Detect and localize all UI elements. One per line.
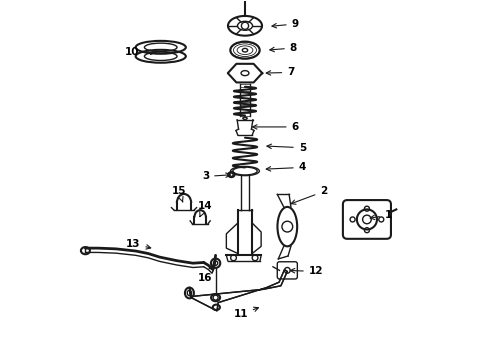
Text: 10: 10 <box>125 46 155 57</box>
Text: 12: 12 <box>290 266 323 276</box>
Text: 4: 4 <box>266 162 306 172</box>
Text: 9: 9 <box>272 19 299 29</box>
Text: 7: 7 <box>266 67 294 77</box>
Text: 15: 15 <box>172 186 186 202</box>
Text: 5: 5 <box>267 143 306 153</box>
Text: 1: 1 <box>370 210 392 220</box>
Text: 2: 2 <box>291 186 327 204</box>
Text: 8: 8 <box>270 43 297 53</box>
Text: 11: 11 <box>233 307 258 319</box>
Text: 14: 14 <box>197 201 212 217</box>
Text: 16: 16 <box>198 266 213 283</box>
Text: 3: 3 <box>202 171 230 181</box>
Text: 13: 13 <box>126 239 151 249</box>
Text: 6: 6 <box>253 122 299 132</box>
